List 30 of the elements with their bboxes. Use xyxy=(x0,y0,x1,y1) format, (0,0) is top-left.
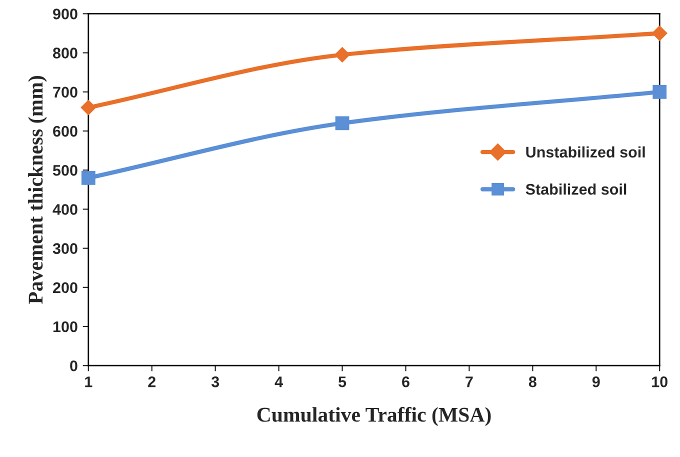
y-tick-label: 800 xyxy=(52,48,78,58)
point xyxy=(652,84,667,99)
x-tick-label: 1 xyxy=(85,376,92,388)
x-tick-label: 7 xyxy=(466,376,473,388)
x-tick-label: 2 xyxy=(148,376,156,388)
y-axis-title: Pavement thickness (mm) xyxy=(28,76,47,304)
y-tick-label: 700 xyxy=(53,86,78,98)
point xyxy=(652,26,668,41)
y-tick-label: 100 xyxy=(53,321,78,332)
y-tick-label: 600 xyxy=(53,126,78,137)
y-tick-label: 0 xyxy=(70,360,78,372)
x-tick-label: 3 xyxy=(211,376,220,388)
x-tick-label: 4 xyxy=(274,376,283,388)
point xyxy=(334,47,350,62)
legend-label: Stabilized soil xyxy=(526,184,626,195)
point xyxy=(81,170,96,185)
x-tick-label: 10 xyxy=(652,376,668,388)
x-axis-title: Cumulative Traffic (MSA) xyxy=(257,406,491,426)
y-tick-label: 200 xyxy=(53,282,78,294)
y-tick-label: 900 xyxy=(53,8,78,20)
point xyxy=(335,116,350,130)
y-tick-label: 400 xyxy=(52,204,78,215)
point xyxy=(80,100,96,116)
legend-label: Unstabilized soil xyxy=(526,146,645,158)
x-tick-label: 5 xyxy=(338,376,346,388)
x-tick-label: 6 xyxy=(402,376,410,388)
y-tick-label: 300 xyxy=(52,243,78,254)
x-tick-label: 9 xyxy=(592,376,600,388)
y-tick-label: 500 xyxy=(52,164,78,176)
x-tick-label: 8 xyxy=(528,376,536,388)
